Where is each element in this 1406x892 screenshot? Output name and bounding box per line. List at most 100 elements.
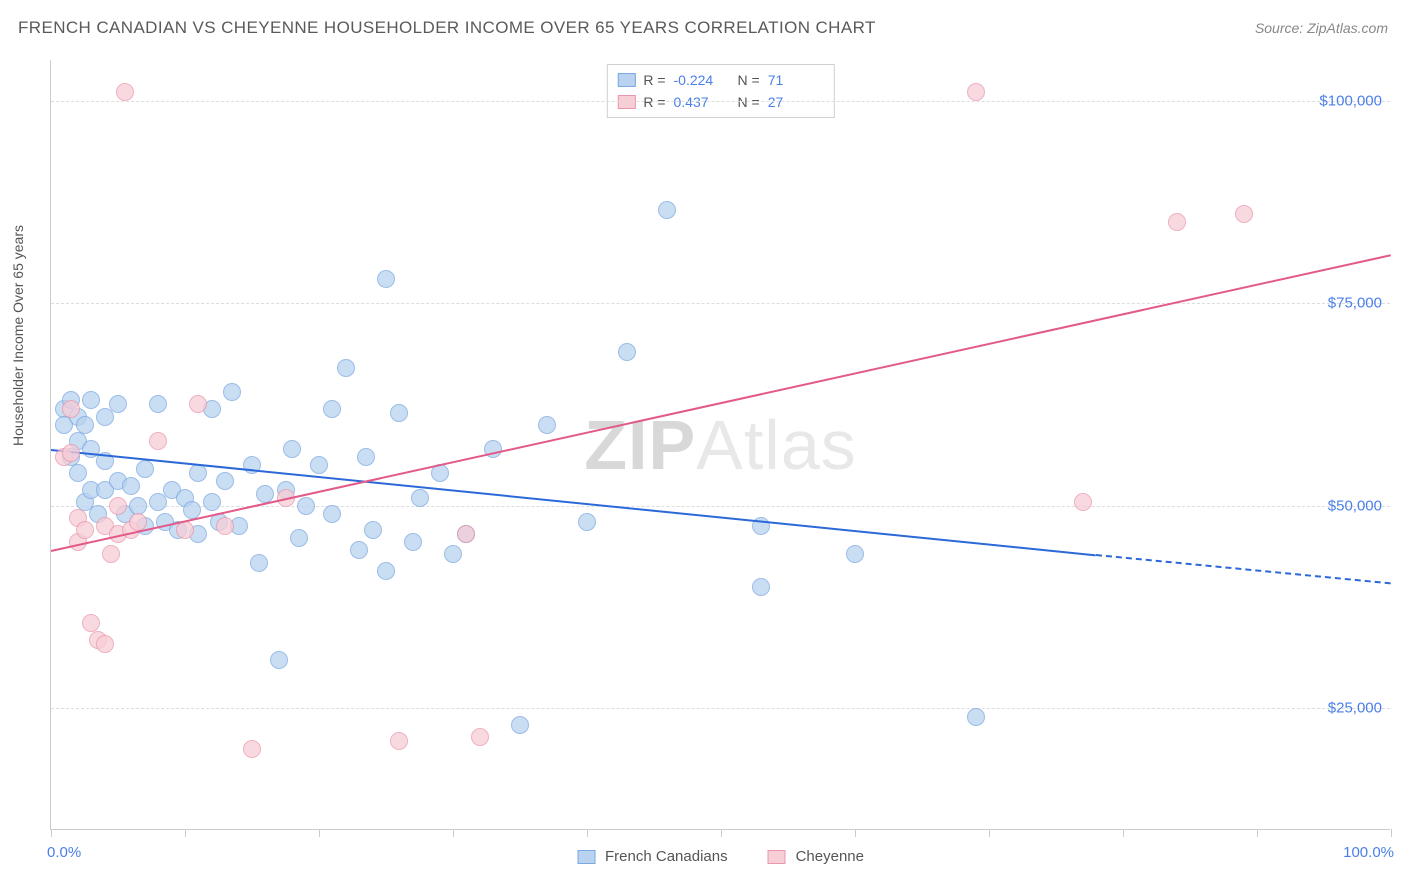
- y-axis-title: Householder Income Over 65 years: [10, 225, 26, 446]
- data-point: [323, 505, 341, 523]
- legend-row: R =-0.224N =71: [617, 69, 823, 91]
- data-point: [189, 464, 207, 482]
- data-point: [350, 541, 368, 559]
- data-point: [323, 400, 341, 418]
- data-point: [290, 529, 308, 547]
- x-min-label: 0.0%: [47, 844, 81, 861]
- watermark: ZIPAtlas: [584, 405, 857, 485]
- data-point: [122, 477, 140, 495]
- gridline: [51, 101, 1390, 102]
- y-tick-label: $75,000: [1328, 295, 1382, 312]
- data-point: [390, 732, 408, 750]
- x-tick: [1123, 829, 1124, 837]
- legend-swatch: [768, 850, 786, 864]
- legend-row: R =0.437N =27: [617, 91, 823, 113]
- x-tick: [989, 829, 990, 837]
- data-point: [189, 395, 207, 413]
- x-tick: [1391, 829, 1392, 837]
- y-tick-label: $100,000: [1319, 92, 1382, 109]
- watermark-suffix: Atlas: [696, 406, 857, 484]
- data-point: [116, 83, 134, 101]
- x-tick: [587, 829, 588, 837]
- data-point: [846, 545, 864, 563]
- plot-area: ZIPAtlas R =-0.224N =71R =0.437N =27 Fre…: [50, 60, 1390, 830]
- x-tick: [51, 829, 52, 837]
- data-point: [62, 400, 80, 418]
- data-point: [216, 472, 234, 490]
- data-point: [243, 740, 261, 758]
- legend-item: Cheyenne: [768, 848, 864, 865]
- legend-label: Cheyenne: [796, 848, 864, 865]
- data-point: [1168, 213, 1186, 231]
- legend-swatch: [577, 850, 595, 864]
- legend-n-value: 27: [768, 91, 824, 113]
- data-point: [149, 432, 167, 450]
- data-point: [967, 708, 985, 726]
- data-point: [109, 395, 127, 413]
- x-tick: [721, 829, 722, 837]
- data-point: [149, 395, 167, 413]
- data-point: [270, 651, 288, 669]
- series-legend: French Canadians Cheyenne: [577, 848, 864, 865]
- chart-title: FRENCH CANADIAN VS CHEYENNE HOUSEHOLDER …: [18, 18, 876, 38]
- data-point: [337, 359, 355, 377]
- data-point: [377, 562, 395, 580]
- x-max-label: 100.0%: [1343, 844, 1394, 861]
- data-point: [538, 416, 556, 434]
- data-point: [256, 485, 274, 503]
- gridline: [51, 303, 1390, 304]
- gridline: [51, 708, 1390, 709]
- x-tick: [855, 829, 856, 837]
- legend-r-label: R =: [643, 69, 665, 91]
- data-point: [250, 554, 268, 572]
- correlation-legend: R =-0.224N =71R =0.437N =27: [606, 64, 834, 118]
- data-point: [364, 521, 382, 539]
- data-point: [283, 440, 301, 458]
- data-point: [390, 404, 408, 422]
- source-attribution: Source: ZipAtlas.com: [1255, 20, 1388, 36]
- trend-line: [51, 255, 1391, 553]
- legend-r-label: R =: [643, 91, 665, 113]
- data-point: [223, 383, 241, 401]
- data-point: [109, 497, 127, 515]
- legend-n-label: N =: [738, 69, 760, 91]
- data-point: [411, 489, 429, 507]
- x-tick: [453, 829, 454, 837]
- data-point: [457, 525, 475, 543]
- trend-line: [1096, 554, 1391, 584]
- data-point: [76, 416, 94, 434]
- data-point: [1235, 205, 1253, 223]
- data-point: [310, 456, 328, 474]
- data-point: [203, 493, 221, 511]
- data-point: [578, 513, 596, 531]
- data-point: [658, 201, 676, 219]
- data-point: [471, 728, 489, 746]
- data-point: [377, 270, 395, 288]
- data-point: [62, 444, 80, 462]
- y-tick-label: $50,000: [1328, 497, 1382, 514]
- legend-swatch: [617, 73, 635, 87]
- data-point: [297, 497, 315, 515]
- x-tick: [185, 829, 186, 837]
- x-tick: [319, 829, 320, 837]
- data-point: [511, 716, 529, 734]
- data-point: [444, 545, 462, 563]
- legend-label: French Canadians: [605, 848, 728, 865]
- data-point: [96, 635, 114, 653]
- data-point: [1074, 493, 1092, 511]
- data-point: [618, 343, 636, 361]
- data-point: [82, 391, 100, 409]
- y-tick-label: $25,000: [1328, 700, 1382, 717]
- data-point: [357, 448, 375, 466]
- data-point: [967, 83, 985, 101]
- legend-n-value: 71: [768, 69, 824, 91]
- data-point: [216, 517, 234, 535]
- legend-n-label: N =: [738, 91, 760, 113]
- data-point: [752, 578, 770, 596]
- x-tick: [1257, 829, 1258, 837]
- data-point: [102, 545, 120, 563]
- data-point: [136, 460, 154, 478]
- data-point: [76, 521, 94, 539]
- data-point: [183, 501, 201, 519]
- data-point: [404, 533, 422, 551]
